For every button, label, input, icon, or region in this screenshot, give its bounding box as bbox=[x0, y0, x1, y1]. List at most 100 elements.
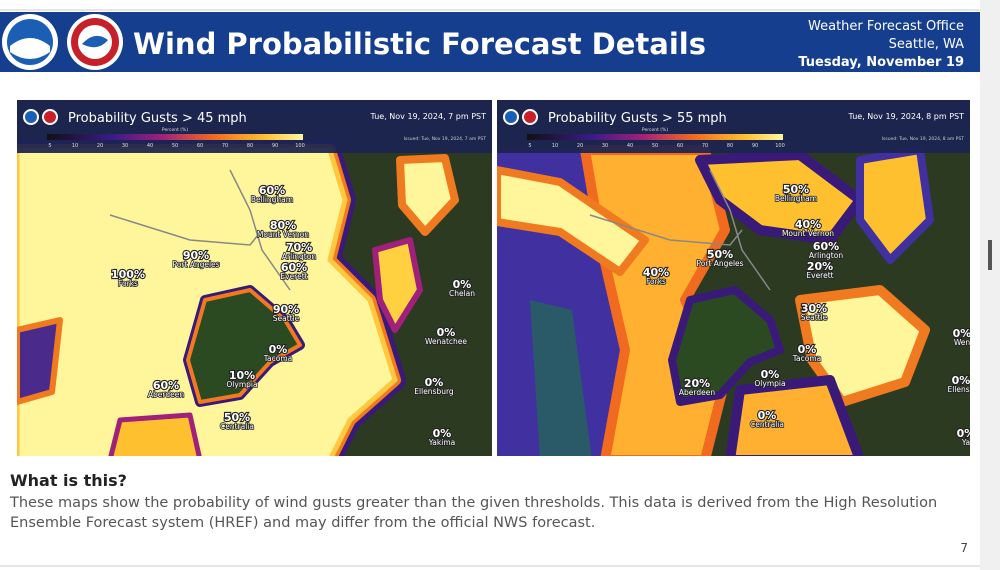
place-probability: 0% bbox=[952, 374, 971, 387]
place-name: Aberdeen bbox=[679, 388, 715, 397]
colorbar-tick: 50 bbox=[172, 143, 178, 149]
place-name: Seattle bbox=[273, 314, 300, 323]
colorbar-tick: 70 bbox=[702, 143, 708, 149]
explainer-text: These maps show the probability of wind … bbox=[9, 495, 937, 511]
place-probability: 50% bbox=[783, 183, 809, 196]
colorbar-tick: 50 bbox=[652, 143, 658, 149]
place-name: Everett bbox=[806, 271, 833, 280]
place-probability: 0% bbox=[758, 409, 777, 422]
place-name: Tacoma bbox=[792, 354, 822, 363]
map-header bbox=[497, 100, 970, 153]
place-name: Mount Vernon bbox=[782, 229, 834, 238]
place-name: Ellensburg bbox=[414, 387, 454, 396]
place-probability: 70% bbox=[286, 241, 312, 254]
place-probability: 60% bbox=[259, 184, 285, 197]
place-probability: 50% bbox=[224, 411, 250, 424]
explainer-heading: What is this? bbox=[10, 471, 127, 490]
place-name: Ellensb bbox=[948, 385, 975, 394]
place-probability: 40% bbox=[643, 266, 669, 279]
colorbar-tick: 20 bbox=[97, 143, 103, 149]
place-probability: 0% bbox=[957, 427, 976, 440]
place-probability: 20% bbox=[807, 260, 833, 273]
place-probability: 0% bbox=[953, 327, 972, 340]
place-probability: 30% bbox=[801, 302, 827, 315]
place-name: Centralia bbox=[220, 422, 254, 431]
place-name: Mount Vernon bbox=[257, 230, 309, 239]
place-probability: 50% bbox=[707, 248, 733, 261]
place-name: Forks bbox=[118, 279, 138, 288]
place-probability: 0% bbox=[798, 343, 817, 356]
place-name: Bellingham bbox=[251, 195, 293, 204]
place-probability: 0% bbox=[433, 427, 452, 440]
map-title: Probability Gusts > 55 mph bbox=[548, 111, 727, 126]
place-name: Ya bbox=[961, 438, 970, 447]
place-name: Seattle bbox=[801, 313, 828, 322]
map-image bbox=[497, 100, 970, 456]
place-probability: 0% bbox=[269, 343, 288, 356]
place-name: Everett bbox=[280, 272, 307, 281]
place-probability: 60% bbox=[281, 261, 307, 274]
place-probability: 90% bbox=[183, 249, 209, 262]
place-name: Arlington bbox=[809, 251, 843, 260]
place-name: Olympia bbox=[226, 380, 257, 389]
colorbar-tick: 5 bbox=[48, 143, 51, 149]
map-header bbox=[17, 100, 492, 153]
colorbar-tick: 100 bbox=[775, 143, 785, 149]
header-title: Wind Probabilistic Forecast Details bbox=[133, 27, 706, 61]
place-name: Wenatchee bbox=[425, 337, 467, 346]
place-probability: 20% bbox=[684, 377, 710, 390]
place-probability: 60% bbox=[153, 379, 179, 392]
colorbar-tick: 40 bbox=[147, 143, 153, 149]
map-time: Tue, Nov 19, 2024, 8 pm PST bbox=[848, 112, 965, 121]
explainer-text: Ensemble Forecast system (HREF) and may … bbox=[10, 515, 595, 531]
office-line: Weather Forecast Office bbox=[808, 19, 964, 34]
colorbar-tick: 60 bbox=[197, 143, 203, 149]
map-issued: Issued: Tue, Nov 19, 2024, 8 am PST bbox=[882, 136, 965, 142]
page-number: 7 bbox=[960, 541, 968, 555]
colorbar bbox=[527, 134, 783, 140]
colorbar-tick: 10 bbox=[552, 143, 558, 149]
colorbar-tick: 90 bbox=[752, 143, 758, 149]
colorbar-tick: 10 bbox=[72, 143, 78, 149]
place-probability: 80% bbox=[270, 219, 296, 232]
scroll-thumb[interactable] bbox=[988, 240, 992, 270]
scrollbar[interactable] bbox=[980, 0, 1000, 570]
place-name: Tacoma bbox=[263, 354, 293, 363]
place-name: Aberdeen bbox=[148, 390, 184, 399]
colorbar-label: Percent (%) bbox=[642, 127, 668, 133]
colorbar-tick: 30 bbox=[602, 143, 608, 149]
place-probability: 0% bbox=[453, 278, 472, 291]
place-probability: 40% bbox=[795, 218, 821, 231]
colorbar-label: Percent (%) bbox=[162, 127, 188, 133]
place-name: Yakima bbox=[428, 438, 455, 447]
colorbar-tick: 100 bbox=[295, 143, 305, 149]
place-probability: 0% bbox=[761, 368, 780, 381]
colorbar-tick: 80 bbox=[727, 143, 733, 149]
map-time: Tue, Nov 19, 2024, 7 pm PST bbox=[370, 112, 487, 121]
colorbar-tick: 5 bbox=[528, 143, 531, 149]
colorbar-tick: 20 bbox=[577, 143, 583, 149]
colorbar-tick: 60 bbox=[677, 143, 683, 149]
place-probability: 10% bbox=[229, 369, 255, 382]
place-probability: 0% bbox=[437, 326, 456, 339]
map-image bbox=[17, 100, 492, 456]
colorbar-tick: 70 bbox=[222, 143, 228, 149]
place-probability: 0% bbox=[425, 376, 444, 389]
place-probability: 60% bbox=[813, 240, 839, 253]
place-name: Bellingham bbox=[775, 194, 817, 203]
office-line: Tuesday, November 19 bbox=[798, 55, 964, 70]
place-name: Wen bbox=[954, 338, 971, 347]
colorbar-tick: 90 bbox=[272, 143, 278, 149]
place-name: Arlington bbox=[282, 252, 316, 261]
map-title: Probability Gusts > 45 mph bbox=[68, 111, 247, 126]
place-name: Chelan bbox=[449, 289, 475, 298]
map-issued: Issued: Tue, Nov 19, 2024, 7 am PST bbox=[404, 136, 487, 142]
colorbar bbox=[47, 134, 303, 140]
place-probability: 100% bbox=[111, 268, 145, 281]
header-bar bbox=[0, 12, 980, 72]
place-name: Forks bbox=[646, 277, 666, 286]
